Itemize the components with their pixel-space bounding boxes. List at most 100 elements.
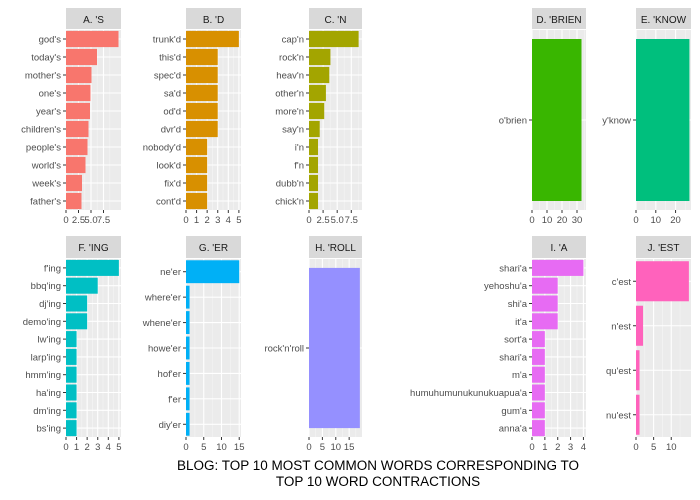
y-tick-label-hmm-ing: hmm'ing	[25, 370, 61, 381]
y-tick-label-year-s: year's	[36, 107, 61, 118]
bar-bbq-ing	[66, 277, 98, 294]
y-tick-label-ne-er: ne'er	[160, 267, 181, 278]
x-tick-label: 3	[95, 442, 100, 453]
y-tick-label-heav-n: heav'n	[276, 71, 304, 82]
x-tick-label: 0	[183, 215, 188, 226]
y-tick-label-dm-ing: dm'ing	[33, 406, 61, 417]
y-tick-label-n-est: n'est	[611, 321, 631, 332]
y-tick-label-sa-d: sa'd	[164, 89, 181, 100]
y-tick-label-world-s: world's	[31, 161, 62, 172]
bar-mother-s	[66, 66, 92, 84]
x-tick-label: 2	[555, 442, 560, 453]
bar-n-est	[636, 305, 644, 346]
y-tick-label-yehoshu-a: yehoshu'a	[484, 281, 528, 292]
bar-o-brien	[532, 39, 582, 201]
y-tick-label-people-s: people's	[26, 143, 61, 154]
bar-c-est	[636, 261, 689, 302]
y-tick-label-chick-n: chick'n	[275, 197, 304, 208]
x-tick-label: 5	[116, 442, 121, 453]
facet-strip	[309, 236, 362, 258]
facet-label: D. 'BRIEN	[536, 15, 581, 26]
facet-label: J. 'EST	[648, 243, 680, 254]
facet-strip	[532, 8, 586, 29]
y-tick-label-qu-est: qu'est	[606, 366, 631, 377]
y-tick-label-howe-er: howe'er	[148, 344, 181, 355]
x-tick-label: 4	[226, 215, 231, 226]
y-tick-label-nu-est: nu'est	[606, 410, 631, 421]
y-tick-label-f-ing: f'ing	[44, 263, 61, 274]
bar-father-s	[66, 192, 82, 210]
x-tick-label: 5.0	[331, 215, 344, 226]
bar-humuhumunukunukuapua-a	[532, 384, 545, 401]
y-tick-label-m-a: m'a	[512, 370, 528, 381]
facet-strip	[636, 8, 691, 29]
bar-nu-est	[636, 394, 640, 435]
facet-label: C. 'N	[325, 15, 347, 26]
facet-label: H. 'ROLL	[315, 243, 356, 254]
bar-demo-ing	[66, 313, 88, 330]
y-tick-label-bs-ing: bs'ing	[36, 424, 61, 435]
bar-hof-er	[186, 361, 190, 385]
x-tick-label: 10	[216, 442, 227, 453]
y-tick-label-whene-er: whene'er	[142, 318, 181, 329]
x-tick-label: 3	[215, 215, 220, 226]
x-tick-label: 20	[670, 215, 681, 226]
bar-dj-ing	[66, 295, 88, 312]
x-tick-label: 5	[236, 215, 241, 226]
bar-whene-er	[186, 311, 190, 335]
bar-od-d	[186, 102, 218, 120]
bar-nobody-d	[186, 138, 208, 156]
bar-where-er	[186, 285, 190, 309]
y-tick-label-shi-a: shi'a	[508, 299, 528, 310]
y-tick-label-hof-er: hof'er	[158, 369, 181, 380]
bar-f-ing	[66, 259, 119, 276]
x-tick-label: 5	[201, 442, 206, 453]
y-tick-label-sort-a: sort'a	[504, 335, 528, 346]
facet-strip	[186, 8, 241, 29]
bar-week-s	[66, 174, 82, 192]
bar-i-n	[309, 138, 319, 156]
x-tick-label: 2.5	[316, 215, 329, 226]
bar-trunk-d	[186, 30, 239, 48]
x-tick-label: 10	[542, 215, 553, 226]
x-tick-label: 30	[572, 215, 583, 226]
bar-f-n	[309, 156, 319, 174]
y-tick-label-demo-ing: demo'ing	[23, 317, 61, 328]
facet-strip	[636, 236, 691, 258]
x-tick-label: 0	[529, 442, 534, 453]
x-tick-label: 4	[106, 442, 111, 453]
y-tick-label-shari-a: shari'a	[499, 263, 527, 274]
y-tick-label-gum-a: gum'a	[501, 406, 527, 417]
bar-gum-a	[532, 402, 545, 419]
x-tick-label: 15	[234, 442, 245, 453]
y-tick-label-cont-d: cont'd	[156, 197, 181, 208]
bar-god-s	[66, 30, 119, 48]
y-tick-label-trunk-d: trunk'd	[153, 35, 181, 46]
bar-dvr-d	[186, 120, 218, 138]
bar-children-s	[66, 120, 89, 138]
facet-panel-c-n: C. 'N cap'n rock'n heav'n other'n more'n say'n…	[275, 8, 362, 226]
x-tick-label: 2	[205, 215, 210, 226]
y-tick-label-cap-n: cap'n	[282, 35, 304, 46]
y-tick-label-o-brien: o'brien	[499, 116, 527, 127]
facet-strip	[66, 236, 121, 258]
x-tick-label: 1	[74, 442, 79, 453]
bar-shi-a	[532, 295, 558, 312]
y-tick-label-lw-ing: lw'ing	[38, 335, 61, 346]
x-tick-label: 10	[650, 215, 661, 226]
y-tick-label-more-n: more'n	[275, 107, 304, 118]
facet-panel-h-roll: H. 'ROLL rock'n'roll 0 5 10 15	[264, 236, 362, 453]
bar-shari-a	[532, 259, 584, 276]
y-tick-label-shari-a: shari'a	[499, 352, 527, 363]
x-tick-label: 0	[306, 215, 311, 226]
y-tick-label-dubb-n: dubb'n	[276, 179, 304, 190]
y-tick-label-diy-er: diy'er	[159, 420, 181, 431]
y-tick-label-say-n: say'n	[282, 125, 304, 136]
bar-rock-n	[309, 48, 331, 66]
facet-label: A. 'S	[83, 15, 104, 26]
bar-ha-ing	[66, 384, 77, 401]
bar-cap-n	[309, 30, 359, 48]
y-tick-label-it-a: it'a	[515, 317, 528, 328]
x-tick-label: 0	[306, 442, 311, 453]
facet-panel-d-brien: D. 'BRIEN o'brien 0 10 20 30	[499, 8, 586, 226]
